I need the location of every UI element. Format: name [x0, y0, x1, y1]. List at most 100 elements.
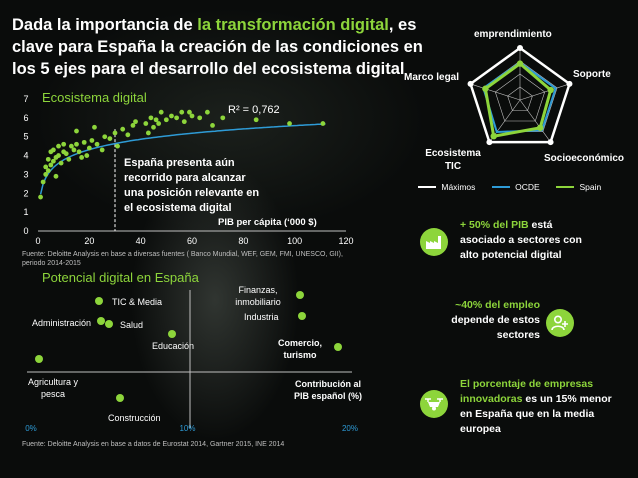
potential-xtick: 10%: [179, 424, 195, 433]
potential-point-1: [97, 317, 105, 325]
page-title: Dada la importancia de la transformación…: [12, 14, 432, 80]
title-part1: Dada la importancia de: [12, 16, 198, 34]
scatter-ytick: 1: [23, 207, 28, 217]
scatter-point: [58, 160, 64, 166]
stat-empleo: ~40% del empleo depende de estos sectore…: [432, 298, 540, 343]
scatter-point: [76, 149, 82, 155]
scatter-point: [66, 156, 72, 162]
scatter-note: España presenta aún recorrido para alcan…: [124, 157, 260, 214]
potential-point-5: [298, 312, 306, 320]
pot-label-industria: Industria: [244, 312, 279, 322]
factory-icon: [420, 228, 448, 256]
stat-pib-highlight: + 50% del PIB: [460, 219, 529, 231]
radar-series-2: [483, 61, 553, 138]
pot-label-salud: Salud: [120, 320, 144, 330]
radar-max-point: [467, 80, 474, 87]
scatter-point: [74, 141, 79, 147]
scatter-point: [68, 143, 74, 149]
radar-grid: [494, 73, 546, 122]
pot-label-administracion: Administración: [32, 318, 92, 328]
trendline-r2: R² = 0,762: [228, 104, 280, 116]
stat-pib: + 50% del PIB está asociado a sectores c…: [460, 218, 600, 263]
scatter-ytick: 4: [23, 151, 28, 161]
legend-ocde: OCDE: [515, 181, 540, 192]
scatter-ytick: 0: [23, 226, 28, 236]
scatter-point: [169, 113, 174, 119]
pot-label-agricultura: Agricultura y pesca: [27, 377, 79, 399]
potential-xtick: 0%: [25, 424, 37, 433]
legend-swatch-maximos: [418, 185, 436, 188]
scatter-point: [74, 128, 79, 134]
legend-swatch-spain: [556, 185, 575, 188]
potential-point-2: [105, 320, 113, 328]
scatter-point: [156, 121, 162, 126]
scatter-point: [107, 136, 113, 142]
pot-label-educacion: Educación: [152, 341, 195, 351]
scatter-point: [63, 151, 69, 157]
scatter-point: [43, 172, 49, 177]
scatter-point: [210, 123, 215, 128]
scatter-point: [45, 156, 51, 162]
radar-label-ecosistema: Ecosistema TIC: [425, 148, 481, 172]
scatter-point: [133, 119, 138, 125]
stat-pib-rest: está asociado a sectores con alto potenc…: [460, 219, 582, 261]
title-part2: , es clave para España la creación de la…: [12, 16, 423, 78]
scatter-point: [181, 119, 187, 125]
radar-spoke: [519, 83, 570, 101]
radar-spoke: [519, 99, 551, 143]
scatter-point: [320, 121, 326, 126]
radar-spoke: [470, 83, 521, 101]
scatter-xlabel: PIB per cápita (‘000 $): [218, 217, 317, 228]
potential-point-3: [168, 330, 176, 338]
scatter-point: [112, 130, 118, 136]
radar-max-point: [517, 45, 523, 51]
scatter-point: [51, 158, 56, 164]
scatter-point: [253, 117, 259, 123]
scatter-source: Fuente: Deloitte Analysis en base a dive…: [22, 251, 343, 267]
scatter-point: [45, 168, 51, 174]
scatter-xtick: 60: [187, 236, 197, 246]
potential-section-title: Potencial digital en España: [42, 270, 199, 285]
scatter-point: [56, 143, 61, 149]
pot-label-construccion: Construcción: [108, 413, 161, 423]
legend-spain: Spain: [579, 181, 602, 192]
radar-label-emprendimiento: emprendimiento: [474, 29, 552, 40]
scatter-point: [48, 162, 54, 168]
scatter-point: [125, 132, 131, 138]
scatter-point: [51, 147, 56, 153]
stat-empleo-rest: depende de estos sectores: [451, 314, 540, 341]
scatter-point: [40, 179, 46, 185]
potential-point-7: [35, 355, 43, 363]
scatter-point: [71, 147, 77, 153]
legend-swatch-ocde: [491, 185, 510, 188]
scatter-point: [145, 130, 151, 136]
scatter-xtick: 100: [287, 236, 302, 246]
scatter-point: [81, 139, 87, 145]
scatter-point: [197, 115, 203, 121]
scatter-xtick: 80: [238, 236, 248, 246]
potential-point-4: [296, 291, 304, 299]
scatter-point: [148, 115, 154, 121]
scatter-section-title: Ecosistema digital: [42, 90, 147, 105]
scatter-xtick: 40: [136, 236, 146, 246]
scatter-point: [205, 109, 210, 115]
radar-spain-point: [482, 85, 489, 92]
scatter-point: [174, 115, 180, 121]
scatter-xtick: 20: [84, 236, 94, 246]
legend-maximos: Máximos: [441, 181, 476, 192]
scatter-point: [53, 173, 59, 179]
radar-label-soporte: Soporte: [573, 69, 611, 80]
scatter-point: [287, 121, 292, 126]
scatter-point: [163, 117, 169, 123]
pot-label-finanzas: Finanzas, inmobiliario: [235, 285, 281, 307]
stat-empleo-highlight: ~40% del empleo: [455, 299, 540, 311]
scatter-point: [151, 124, 156, 130]
scatter-point: [189, 113, 195, 119]
scatter-point: [79, 155, 85, 160]
scatter-point: [89, 138, 95, 143]
scatter-point: [187, 109, 192, 115]
scatter-point: [56, 153, 61, 158]
scatter-ytick: 3: [23, 169, 28, 179]
